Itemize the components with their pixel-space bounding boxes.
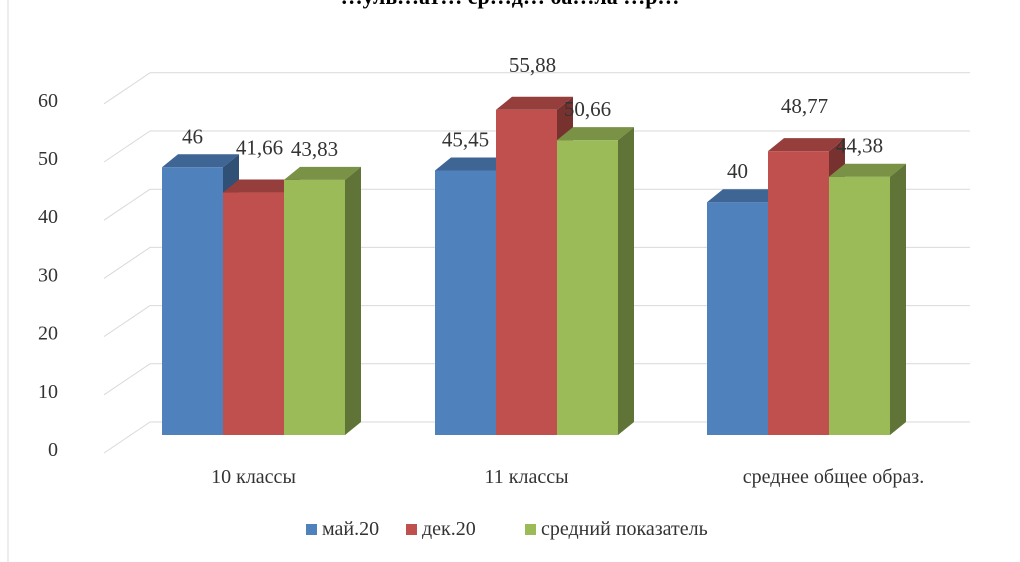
bar-front bbox=[557, 140, 618, 435]
legend-label: дек.20 bbox=[422, 518, 476, 540]
data-label: 46 bbox=[182, 124, 203, 148]
legend-swatch bbox=[525, 524, 536, 535]
gridline-side bbox=[103, 130, 151, 163]
y-tick-label: 60 bbox=[38, 90, 58, 112]
bar-front bbox=[284, 179, 345, 435]
gridline-side bbox=[103, 246, 151, 279]
y-tick-label: 0 bbox=[48, 439, 58, 461]
bar-side bbox=[618, 127, 634, 435]
legend-swatch bbox=[306, 524, 317, 535]
data-label: 50,66 bbox=[564, 97, 611, 121]
legend-label: средний показатель bbox=[541, 518, 708, 540]
bar-top bbox=[557, 127, 634, 141]
bar-top bbox=[162, 154, 239, 168]
y-tick-label: 20 bbox=[38, 323, 58, 345]
bar-top bbox=[496, 96, 573, 110]
bar-top bbox=[707, 189, 784, 203]
bar-top bbox=[223, 179, 300, 193]
y-tick-label: 40 bbox=[38, 206, 58, 228]
bar-side bbox=[890, 163, 906, 435]
bar-1-2 bbox=[557, 127, 634, 435]
data-label: 45,45 bbox=[442, 127, 489, 151]
x-tick-label: 10 классы bbox=[211, 466, 296, 488]
bar-front bbox=[707, 202, 768, 435]
y-tick-label: 50 bbox=[38, 148, 58, 170]
bar-front bbox=[829, 176, 890, 435]
data-label: 41,66 bbox=[236, 136, 283, 160]
gridline-side bbox=[103, 421, 151, 454]
bar-top bbox=[284, 166, 361, 180]
data-label: 43,83 bbox=[291, 137, 338, 161]
data-label: 55,88 bbox=[509, 53, 556, 77]
bar-side bbox=[345, 166, 361, 435]
gridline-side bbox=[103, 363, 151, 396]
bar-2-0 bbox=[707, 189, 784, 435]
bar-0-2 bbox=[284, 166, 361, 435]
data-label: 48,77 bbox=[781, 94, 828, 118]
data-label: 44,38 bbox=[836, 134, 883, 158]
gridline-side bbox=[103, 188, 151, 221]
bar-top bbox=[768, 138, 845, 152]
bar-front bbox=[496, 109, 557, 436]
bar-front bbox=[162, 167, 223, 435]
bar-front bbox=[435, 170, 496, 435]
bar-top bbox=[435, 157, 512, 171]
bar-2-2 bbox=[829, 163, 906, 435]
gridline-side bbox=[103, 305, 151, 338]
chart-title: …уль…ат… ср…д… ба…ла …р… bbox=[0, 0, 1020, 10]
x-tick-label: среднее общее образ. bbox=[743, 466, 924, 488]
x-tick-label: 11 классы bbox=[484, 466, 568, 488]
bar-front bbox=[223, 192, 284, 435]
y-tick-label: 30 bbox=[38, 264, 58, 286]
bar-front bbox=[768, 151, 829, 435]
bar-top bbox=[829, 163, 906, 177]
legend-swatch bbox=[406, 524, 417, 535]
gridline-side bbox=[103, 72, 151, 105]
legend-label: май.20 bbox=[322, 518, 379, 540]
y-tick-label: 10 bbox=[38, 381, 58, 403]
data-label: 40 bbox=[727, 159, 748, 183]
